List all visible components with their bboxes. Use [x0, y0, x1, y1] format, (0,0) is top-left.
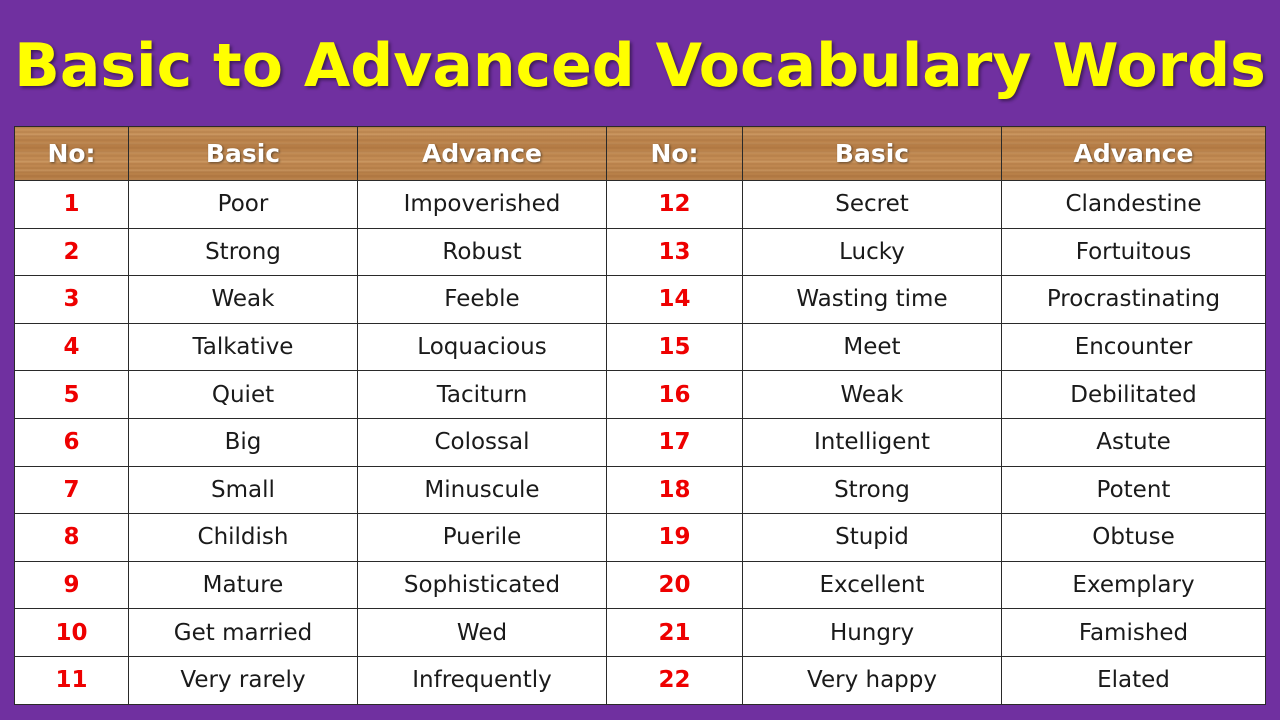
row-number-right: 18	[606, 465, 743, 515]
advanced-word-left: Loquacious	[357, 322, 607, 372]
vocabulary-table: No: Basic Advance No: Basic Advance 1 Poo…	[14, 126, 1266, 705]
advanced-word-right: Encounter	[1001, 322, 1266, 372]
table-row: 9 Mature Sophisticated 20 Excellent Exemplary	[14, 560, 1266, 610]
basic-word-right: Lucky	[742, 227, 1002, 277]
row-number-left: 6	[14, 417, 129, 467]
basic-word-right: Weak	[742, 370, 1002, 419]
table-row: 7 Small Minuscule 18 Strong Potent	[14, 465, 1266, 515]
advanced-word-left: Puerile	[357, 513, 607, 562]
row-number-right: 19	[606, 513, 743, 562]
basic-word-left: Mature	[128, 560, 358, 610]
basic-word-right: Meet	[742, 322, 1002, 372]
basic-word-left: Get married	[128, 608, 358, 657]
table-row: 11 Very rarely Infrequently 22 Very happy Ela…	[14, 655, 1266, 705]
advanced-word-right: Potent	[1001, 465, 1266, 515]
advanced-word-left: Wed	[357, 608, 607, 657]
basic-word-right: Strong	[742, 465, 1002, 515]
advanced-word-right: Obtuse	[1001, 513, 1266, 562]
basic-word-right: Excellent	[742, 560, 1002, 610]
row-number-right: 16	[606, 370, 743, 419]
advanced-word-right: Exemplary	[1001, 560, 1266, 610]
advanced-word-right: Procrastinating	[1001, 275, 1266, 324]
row-number-right: 12	[606, 180, 743, 229]
row-number-left: 8	[14, 513, 129, 562]
table-row: 3 Weak Feeble 14 Wasting time Procrastinating	[14, 275, 1266, 324]
basic-word-left: Talkative	[128, 322, 358, 372]
basic-word-right: Hungry	[742, 608, 1002, 657]
basic-word-right: Stupid	[742, 513, 1002, 562]
basic-word-left: Poor	[128, 180, 358, 229]
advanced-word-left: Colossal	[357, 417, 607, 467]
row-number-right: 17	[606, 417, 743, 467]
basic-word-left: Quiet	[128, 370, 358, 419]
basic-word-left: Weak	[128, 275, 358, 324]
table-row: 4 Talkative Loquacious 15 Meet Encounter	[14, 322, 1266, 372]
header-no-right: No:	[606, 126, 743, 181]
advanced-word-right: Clandestine	[1001, 180, 1266, 229]
basic-word-right: Very happy	[742, 655, 1002, 705]
advanced-word-right: Elated	[1001, 655, 1266, 705]
row-number-left: 9	[14, 560, 129, 610]
table-row: 8 Childish Puerile 19 Stupid Obtuse	[14, 513, 1266, 562]
basic-word-left: Small	[128, 465, 358, 515]
table-row: 5 Quiet Taciturn 16 Weak Debilitated	[14, 370, 1266, 419]
basic-word-left: Big	[128, 417, 358, 467]
row-number-right: 21	[606, 608, 743, 657]
header-advance-left: Advance	[357, 126, 607, 181]
header-advance-right: Advance	[1001, 126, 1266, 181]
row-number-left: 5	[14, 370, 129, 419]
advanced-word-left: Minuscule	[357, 465, 607, 515]
advanced-word-left: Feeble	[357, 275, 607, 324]
basic-word-left: Childish	[128, 513, 358, 562]
basic-word-left: Strong	[128, 227, 358, 277]
basic-word-left: Very rarely	[128, 655, 358, 705]
header-row: No: Basic Advance No: Basic Advance	[14, 126, 1266, 181]
row-number-right: 15	[606, 322, 743, 372]
table-body: 1 Poor Impoverished 12 Secret Clandestine 2 Str…	[14, 180, 1266, 705]
page-title: Basic to Advanced Vocabulary Words	[14, 31, 1266, 101]
advanced-word-left: Infrequently	[357, 655, 607, 705]
advanced-word-left: Sophisticated	[357, 560, 607, 610]
row-number-left: 10	[14, 608, 129, 657]
table-row: 10 Get married Wed 21 Hungry Famished	[14, 608, 1266, 657]
advanced-word-left: Impoverished	[357, 180, 607, 229]
advanced-word-left: Taciturn	[357, 370, 607, 419]
advanced-word-right: Debilitated	[1001, 370, 1266, 419]
row-number-right: 14	[606, 275, 743, 324]
row-number-left: 3	[14, 275, 129, 324]
advanced-word-right: Astute	[1001, 417, 1266, 467]
row-number-right: 22	[606, 655, 743, 705]
header-basic-left: Basic	[128, 126, 358, 181]
row-number-left: 4	[14, 322, 129, 372]
basic-word-right: Intelligent	[742, 417, 1002, 467]
advanced-word-left: Robust	[357, 227, 607, 277]
header-basic-right: Basic	[742, 126, 1002, 181]
basic-word-right: Secret	[742, 180, 1002, 229]
header-no-left: No:	[14, 126, 129, 181]
row-number-right: 20	[606, 560, 743, 610]
row-number-left: 11	[14, 655, 129, 705]
row-number-left: 7	[14, 465, 129, 515]
row-number-left: 2	[14, 227, 129, 277]
advanced-word-right: Famished	[1001, 608, 1266, 657]
row-number-right: 13	[606, 227, 743, 277]
table-row: 6 Big Colossal 17 Intelligent Astute	[14, 417, 1266, 467]
basic-word-right: Wasting time	[742, 275, 1002, 324]
table-row: 2 Strong Robust 13 Lucky Fortuitous	[14, 227, 1266, 277]
table-row: 1 Poor Impoverished 12 Secret Clandestine	[14, 180, 1266, 229]
row-number-left: 1	[14, 180, 129, 229]
advanced-word-right: Fortuitous	[1001, 227, 1266, 277]
